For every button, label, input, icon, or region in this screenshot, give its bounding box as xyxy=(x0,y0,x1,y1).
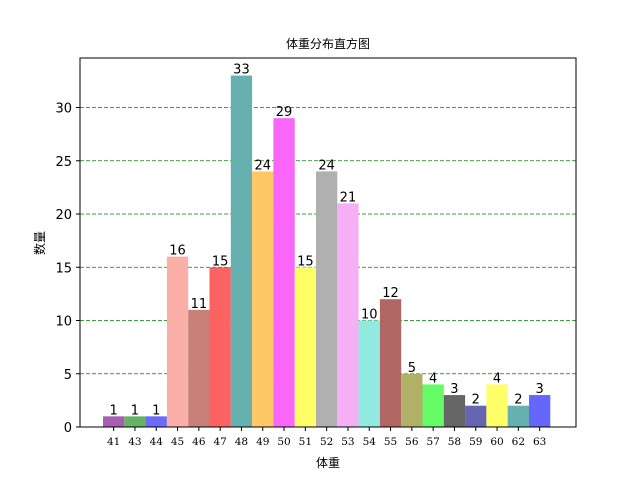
data-label: 10 xyxy=(361,308,378,323)
y-tick-label: 30 xyxy=(55,102,72,117)
data-label: 33 xyxy=(233,63,250,78)
y-tick-label: 10 xyxy=(55,315,72,330)
x-tick-label: 55 xyxy=(384,436,397,448)
x-tick-label: 47 xyxy=(213,436,226,448)
x-tick-label: 60 xyxy=(490,436,503,448)
bar-58 xyxy=(443,395,466,427)
data-label: 4 xyxy=(429,371,437,386)
data-label: 15 xyxy=(297,254,314,269)
x-tick-label: 45 xyxy=(171,436,184,448)
x-tick-label: 54 xyxy=(363,436,377,448)
bar-56 xyxy=(401,373,423,427)
data-label: 12 xyxy=(382,286,399,301)
bar-46 xyxy=(188,309,210,427)
bar-51 xyxy=(294,267,316,427)
y-tick-label: 5 xyxy=(64,368,72,383)
x-tick-label: 44 xyxy=(150,436,164,448)
data-label: 29 xyxy=(276,105,293,120)
bar-60 xyxy=(486,384,508,427)
data-label: 15 xyxy=(212,254,229,269)
data-label: 5 xyxy=(408,361,416,376)
x-tick-label: 51 xyxy=(299,436,312,448)
x-tick-label: 48 xyxy=(235,436,248,448)
x-tick-label: 63 xyxy=(533,436,546,448)
y-tick-label: 25 xyxy=(55,155,72,170)
bar-62 xyxy=(507,405,529,427)
data-label: 1 xyxy=(131,403,139,418)
plot-frame xyxy=(79,57,577,428)
data-label: 2 xyxy=(514,393,522,408)
data-label: 16 xyxy=(169,244,186,259)
x-tick-label: 49 xyxy=(256,436,269,448)
data-label: 24 xyxy=(254,158,271,173)
bar-45 xyxy=(166,256,189,427)
y-tick-label: 20 xyxy=(55,208,72,223)
bars xyxy=(103,75,551,428)
bar-50 xyxy=(273,118,295,428)
bar-63 xyxy=(529,395,551,427)
x-axis-label: 体重 xyxy=(316,456,340,470)
data-label: 11 xyxy=(191,297,208,312)
data-label: 3 xyxy=(536,382,544,397)
data-label: 2 xyxy=(472,393,480,408)
bar-47 xyxy=(209,267,231,427)
bar-57 xyxy=(422,384,444,427)
data-label: 1 xyxy=(110,403,118,418)
x-tick-label: 52 xyxy=(320,436,333,448)
x-tick-label: 46 xyxy=(192,436,206,448)
x-tick-label: 58 xyxy=(448,436,461,448)
bar-43 xyxy=(124,416,146,427)
data-label: 21 xyxy=(340,190,357,205)
data-label: 3 xyxy=(450,382,458,397)
bar-59 xyxy=(465,405,487,427)
x-tick-label: 57 xyxy=(426,436,439,448)
y-axis-label: 数量 xyxy=(32,231,47,255)
bar-48 xyxy=(230,75,253,428)
bar-55 xyxy=(379,299,402,427)
y-tick-label: 15 xyxy=(55,261,72,276)
x-tick-label: 62 xyxy=(512,436,525,448)
x-tick-label: 59 xyxy=(469,436,482,448)
chart-title: 体重分布直方图 xyxy=(286,36,370,51)
x-tick-label: 56 xyxy=(405,436,419,448)
bar-52 xyxy=(316,171,338,427)
x-tick-label: 50 xyxy=(277,436,290,448)
x-tick-label: 53 xyxy=(341,436,354,448)
data-label: 4 xyxy=(493,371,501,386)
x-tick-label: 41 xyxy=(107,436,120,448)
bar-53 xyxy=(337,203,359,427)
bar-54 xyxy=(358,320,380,427)
x-tick-label: 43 xyxy=(128,436,141,448)
bar-41 xyxy=(103,416,125,427)
bar-49 xyxy=(252,171,274,427)
y-tick-label: 0 xyxy=(64,421,72,436)
data-label: 24 xyxy=(318,158,335,173)
bar-44 xyxy=(145,416,167,427)
data-label: 1 xyxy=(152,403,160,418)
